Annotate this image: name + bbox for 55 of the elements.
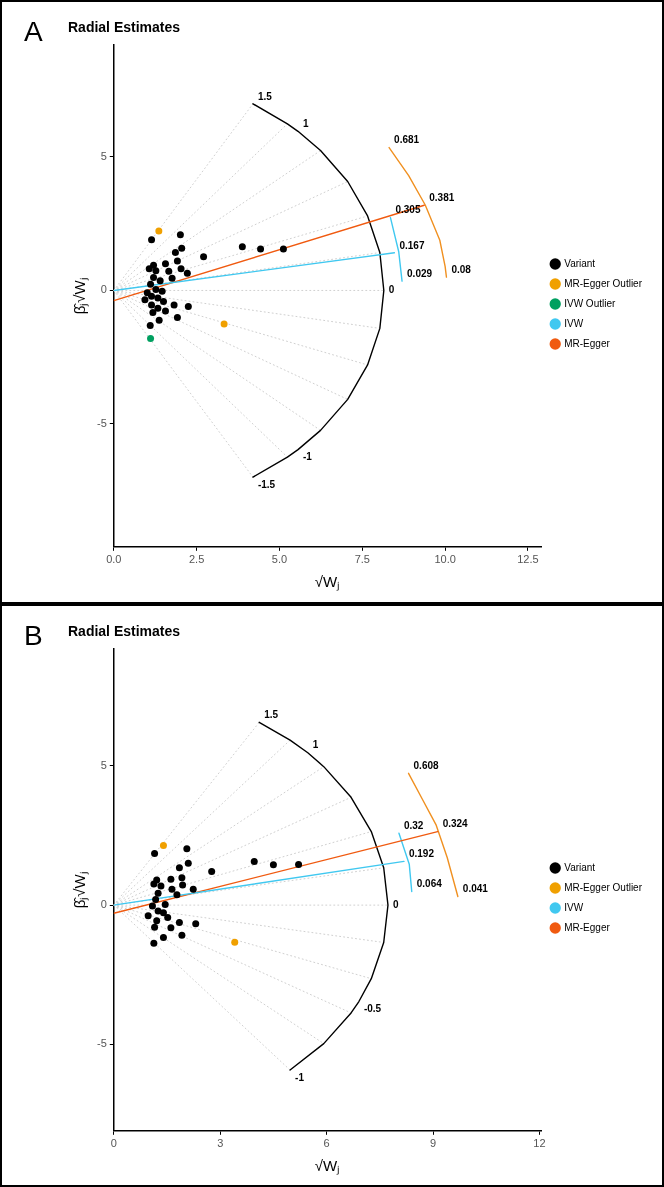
x-tick-label: 0	[110, 1137, 117, 1150]
y-tick-label: 0	[100, 898, 107, 911]
annotation: 1	[312, 739, 319, 751]
legend-label: IVW Outlier	[564, 297, 616, 309]
x-tick-label: 12.5	[517, 553, 539, 566]
legend-label: IVW	[564, 317, 584, 329]
annotation: 0.064	[416, 878, 443, 890]
x-tick-label: 10.0	[434, 553, 456, 566]
annotation: -1	[295, 1071, 305, 1083]
y-axis-title: β̂ⱼ√Wⱼ	[71, 871, 90, 909]
annotation: 1.5	[264, 709, 279, 721]
annotation: 0.324	[442, 818, 469, 830]
annotation: -0.5	[363, 1003, 382, 1015]
annotation: -1.5	[257, 478, 276, 490]
legend-label: MR-Egger	[564, 921, 611, 933]
annotation: 0.041	[462, 883, 489, 895]
y-tick-label: 0	[100, 283, 107, 296]
annotation: 1.5	[257, 90, 273, 102]
x-axis-title: √Wⱼ	[314, 1157, 341, 1176]
x-tick-label: 3	[217, 1137, 224, 1150]
x-axis-title: √Wⱼ	[314, 573, 341, 592]
x-tick-label: 5.0	[271, 553, 288, 566]
annotation: 0.681	[394, 134, 420, 146]
chart-title: Radial Estimates	[68, 623, 181, 640]
y-axis-title: β̂ⱼ√Wⱼ	[71, 277, 90, 315]
annotation: 0.08	[451, 263, 472, 275]
annotation: 0.381	[429, 192, 455, 204]
y-tick-label: 5	[100, 149, 107, 162]
text: B	[24, 620, 43, 652]
legend-label: MR-Egger	[564, 337, 611, 349]
annotation: 1	[303, 118, 309, 130]
annotation: 0	[388, 284, 395, 296]
legend-label: MR-Egger Outlier	[564, 277, 643, 289]
y-tick-label: 5	[100, 758, 107, 771]
x-tick-label: 2.5	[188, 553, 205, 566]
y-tick-label: -5	[97, 417, 107, 429]
annotation: 0.192	[408, 848, 435, 860]
chart-title: Radial Estimates	[68, 19, 181, 36]
legend-label: Variant	[564, 861, 596, 873]
x-tick-label: 12	[533, 1137, 546, 1150]
legend-label: Variant	[564, 257, 596, 269]
text: A	[24, 16, 43, 48]
legend-label: MR-Egger Outlier	[564, 881, 643, 893]
annotation: 0.167	[399, 239, 425, 251]
x-tick-label: 7.5	[354, 553, 370, 566]
annotation: 0.029	[407, 267, 433, 279]
annotation: 0.608	[413, 760, 439, 772]
y-tick-label: -5	[97, 1037, 107, 1050]
x-tick-label: 0.0	[106, 553, 122, 566]
annotation: -1	[303, 451, 313, 463]
legend-label: IVW	[564, 901, 584, 913]
x-tick-label: 9	[429, 1137, 437, 1150]
x-tick-label: 6	[323, 1137, 330, 1150]
annotation: 0.32	[403, 819, 424, 831]
annotation: 0	[392, 898, 399, 910]
